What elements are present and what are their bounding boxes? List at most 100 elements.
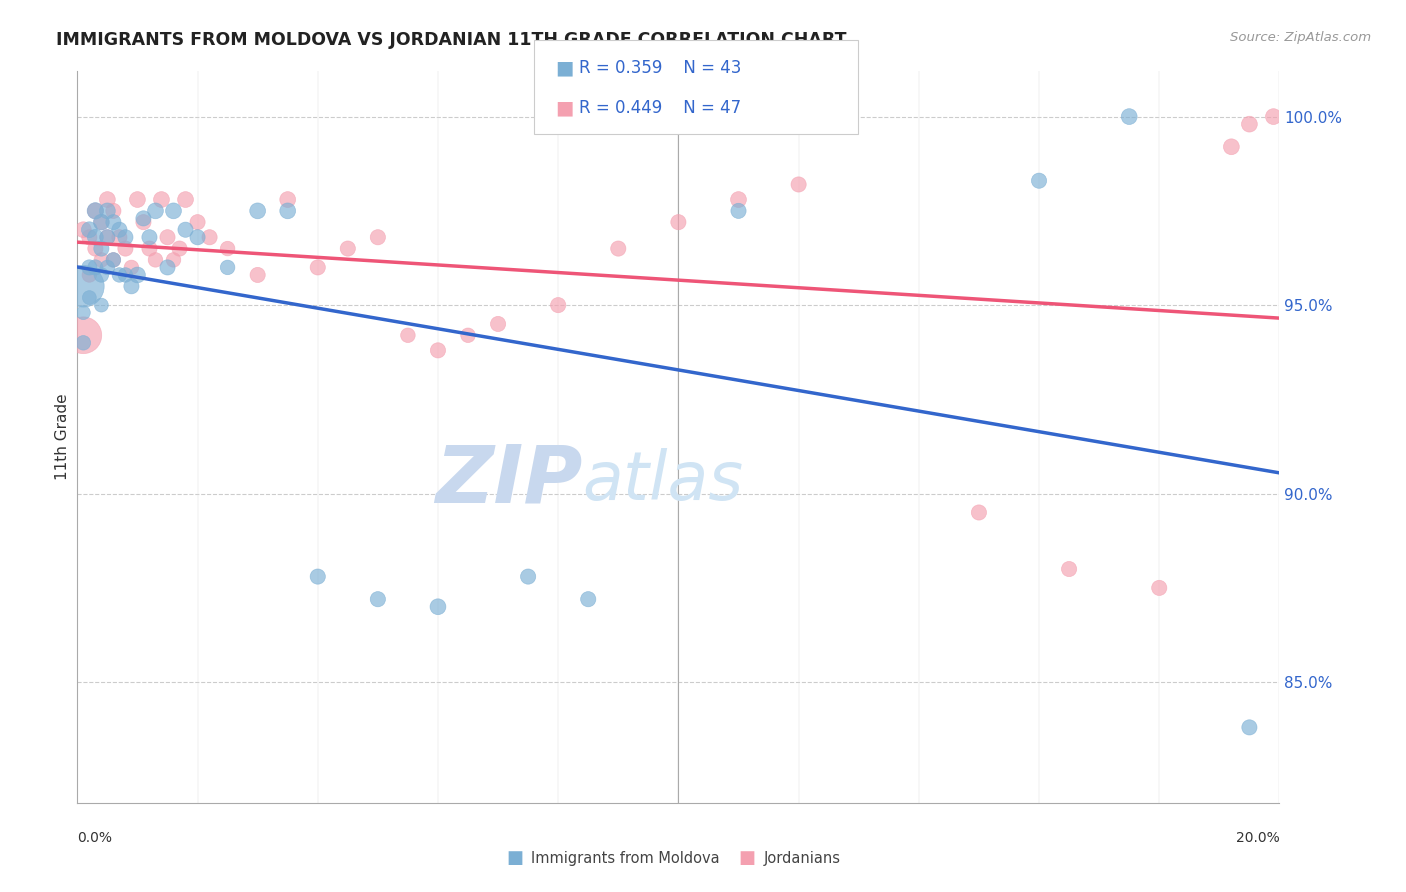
Point xyxy=(307,260,329,275)
Point xyxy=(967,506,990,520)
Point xyxy=(150,193,173,207)
Point xyxy=(727,203,749,218)
Point xyxy=(90,242,112,256)
Point xyxy=(90,215,112,229)
Point xyxy=(486,317,509,331)
Point xyxy=(156,230,179,244)
Point xyxy=(84,260,107,275)
Point xyxy=(145,252,167,267)
Point xyxy=(517,569,540,583)
Point xyxy=(103,215,125,229)
Point xyxy=(72,279,94,293)
Point xyxy=(1057,562,1080,576)
Point xyxy=(427,343,450,358)
Point xyxy=(103,252,125,267)
Point xyxy=(79,223,101,237)
Point xyxy=(103,252,125,267)
Point xyxy=(90,268,112,282)
Point xyxy=(96,230,118,244)
Point xyxy=(1028,174,1050,188)
Point xyxy=(120,279,142,293)
Point xyxy=(607,242,630,256)
Point xyxy=(162,203,184,218)
Point xyxy=(307,569,329,583)
Text: R = 0.449    N = 47: R = 0.449 N = 47 xyxy=(579,99,741,117)
Point xyxy=(108,268,131,282)
Point xyxy=(90,298,112,312)
Point xyxy=(96,230,118,244)
Point xyxy=(787,178,810,192)
Text: 20.0%: 20.0% xyxy=(1236,831,1279,846)
Point xyxy=(217,260,239,275)
Point xyxy=(79,230,101,244)
Point xyxy=(277,203,299,218)
Y-axis label: 11th Grade: 11th Grade xyxy=(55,393,70,481)
Point xyxy=(1220,140,1243,154)
Point xyxy=(547,298,569,312)
Point xyxy=(108,223,131,237)
Point xyxy=(132,215,155,229)
Point xyxy=(174,193,197,207)
Point xyxy=(108,230,131,244)
Point xyxy=(187,215,209,229)
Point xyxy=(127,193,149,207)
Text: ZIP: ZIP xyxy=(434,442,582,520)
Point xyxy=(90,215,112,229)
Point xyxy=(72,223,94,237)
Point xyxy=(72,328,94,343)
Point xyxy=(138,242,160,256)
Point xyxy=(96,193,118,207)
Text: IMMIGRANTS FROM MOLDOVA VS JORDANIAN 11TH GRADE CORRELATION CHART: IMMIGRANTS FROM MOLDOVA VS JORDANIAN 11T… xyxy=(56,31,846,49)
Point xyxy=(72,306,94,320)
Point xyxy=(169,242,191,256)
Point xyxy=(576,592,599,607)
Text: 0.0%: 0.0% xyxy=(77,831,112,846)
Point xyxy=(727,193,749,207)
Point xyxy=(138,230,160,244)
Point xyxy=(84,242,107,256)
Point xyxy=(246,268,269,282)
Point xyxy=(162,252,184,267)
Point xyxy=(174,223,197,237)
Point xyxy=(145,203,167,218)
Point xyxy=(396,328,419,343)
Point xyxy=(367,592,389,607)
Point xyxy=(132,211,155,226)
Point xyxy=(1149,581,1171,595)
Point xyxy=(277,193,299,207)
Point xyxy=(457,328,479,343)
Text: Immigrants from Moldova: Immigrants from Moldova xyxy=(531,851,720,865)
Text: Jordanians: Jordanians xyxy=(763,851,841,865)
Point xyxy=(114,268,136,282)
Point xyxy=(90,252,112,267)
Point xyxy=(127,268,149,282)
Text: ■: ■ xyxy=(506,849,523,867)
Point xyxy=(84,203,107,218)
Point xyxy=(198,230,221,244)
Point xyxy=(84,203,107,218)
Point xyxy=(246,203,269,218)
Text: atlas: atlas xyxy=(582,448,744,514)
Point xyxy=(79,268,101,282)
Point xyxy=(72,335,94,350)
Text: R = 0.359    N = 43: R = 0.359 N = 43 xyxy=(579,60,741,78)
Text: Source: ZipAtlas.com: Source: ZipAtlas.com xyxy=(1230,31,1371,45)
Point xyxy=(1263,110,1285,124)
Point xyxy=(1239,117,1261,131)
Point xyxy=(336,242,359,256)
Text: ■: ■ xyxy=(555,59,574,78)
Point xyxy=(79,291,101,305)
Point xyxy=(120,260,142,275)
Point xyxy=(114,230,136,244)
Point xyxy=(367,230,389,244)
Point xyxy=(79,260,101,275)
Point xyxy=(114,242,136,256)
Text: ■: ■ xyxy=(555,99,574,118)
Point xyxy=(427,599,450,614)
Point xyxy=(217,242,239,256)
Point xyxy=(187,230,209,244)
Point xyxy=(1118,110,1140,124)
Point xyxy=(668,215,690,229)
Point xyxy=(96,260,118,275)
Text: ■: ■ xyxy=(738,849,755,867)
